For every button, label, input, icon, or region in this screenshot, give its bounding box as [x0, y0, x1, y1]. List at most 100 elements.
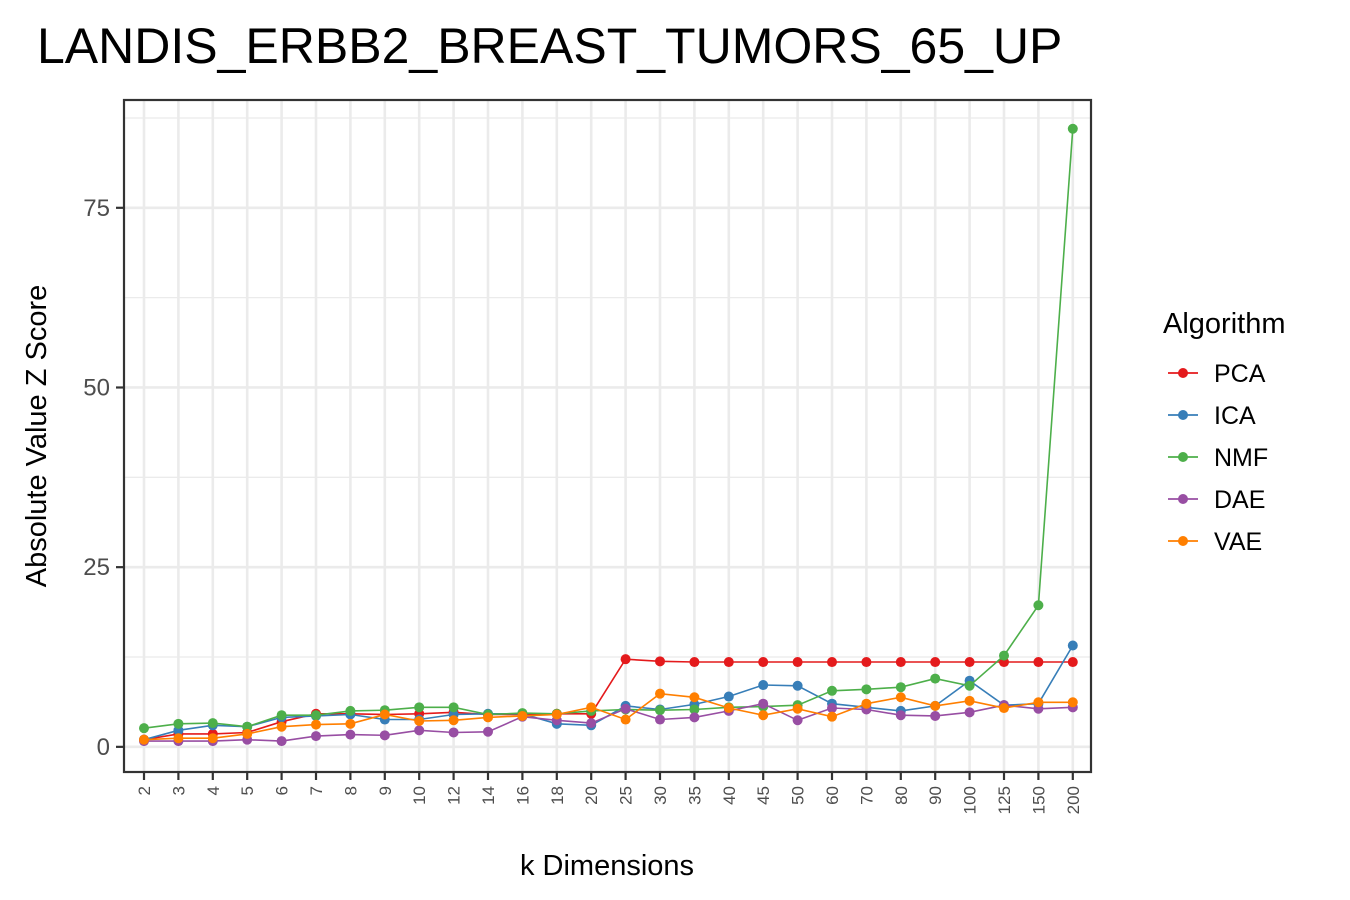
data-point-nmf [242, 721, 253, 732]
legend-item-nmf: NMF [1168, 444, 1268, 472]
data-point-vae [586, 702, 597, 713]
y-axis-title: Absolute Value Z Score [21, 285, 53, 588]
data-point-dae [620, 703, 631, 714]
data-point-dae [276, 736, 287, 747]
y-tick-label: 75 [83, 195, 110, 222]
x-tick-label: 100 [961, 786, 980, 814]
data-point-vae [276, 721, 287, 732]
legend-title: Algorithm [1163, 308, 1286, 340]
data-point-vae [139, 734, 149, 745]
data-point-vae [758, 710, 769, 721]
data-point-vae [827, 711, 837, 722]
data-point-nmf [139, 723, 149, 734]
data-point-nmf [930, 673, 941, 684]
legend-key-point-vae [1178, 536, 1188, 546]
x-tick-label: 5 [238, 786, 257, 795]
data-point-pca [655, 656, 665, 667]
data-point-vae [930, 700, 941, 711]
x-tick-label: 12 [445, 786, 464, 805]
data-point-ica [758, 680, 769, 691]
x-tick-label: 8 [341, 786, 360, 795]
data-point-vae [207, 733, 218, 744]
legend-items: PCA ICA NMF DAE VAE [1168, 360, 1268, 556]
data-point-nmf [964, 680, 975, 691]
y-tick-label: 25 [83, 554, 110, 581]
x-tick-label: 4 [204, 786, 223, 795]
x-tick-label: 40 [720, 786, 739, 805]
x-tick-label: 90 [926, 786, 945, 805]
data-point-nmf [827, 685, 837, 696]
x-tick-label: 14 [479, 786, 498, 805]
legend-item-dae: DAE [1168, 486, 1265, 514]
data-point-pca [758, 657, 769, 668]
y-axis: 0 25 50 75 [83, 195, 124, 761]
x-tick-label: 7 [307, 786, 326, 795]
data-point-ica [1067, 640, 1078, 651]
data-point-pca [1067, 657, 1078, 668]
data-point-dae [792, 715, 803, 726]
legend-label-vae: VAE [1214, 528, 1262, 556]
x-tick-label: 20 [582, 786, 601, 805]
data-point-dae [827, 703, 837, 714]
data-point-dae [414, 725, 425, 736]
legend: Algorithm PCA ICA NMF DAE VAE [1163, 308, 1286, 556]
data-point-dae [448, 727, 459, 738]
data-point-pca [1033, 657, 1044, 668]
series-nmf [139, 123, 1078, 734]
data-point-vae [895, 692, 906, 703]
legend-item-vae: VAE [1168, 528, 1262, 556]
data-point-nmf [448, 702, 459, 713]
data-point-pca [930, 657, 941, 668]
x-axis: 2 3 4 5 6 7 8 9 10 12 14 16 18 20 25 30 35 40 45 50 60 70 80 90… [135, 772, 1083, 814]
data-point-nmf [276, 710, 287, 721]
x-tick-label: 9 [376, 786, 395, 795]
data-point-vae [861, 698, 872, 709]
data-point-vae [517, 710, 528, 721]
series-vae [139, 688, 1078, 745]
data-point-pca [620, 654, 631, 665]
data-point-dae [379, 730, 390, 741]
data-point-pca [895, 657, 906, 668]
x-tick-label: 6 [273, 786, 292, 795]
series-dae [139, 698, 1078, 747]
data-point-dae [689, 712, 700, 723]
data-point-vae [311, 719, 321, 730]
x-tick-label: 45 [754, 786, 773, 805]
y-tick-label: 0 [97, 734, 110, 761]
x-tick-label: 35 [685, 786, 704, 805]
data-point-vae [620, 714, 631, 725]
x-axis-title: k Dimensions [520, 850, 694, 882]
data-point-dae [586, 718, 597, 729]
data-point-nmf [173, 718, 184, 729]
data-point-vae [689, 692, 700, 703]
x-tick-label: 10 [410, 786, 429, 805]
series-group [139, 123, 1078, 747]
data-point-dae [345, 729, 356, 740]
x-tick-label: 200 [1064, 786, 1083, 814]
data-point-pca [792, 657, 803, 668]
data-point-vae [173, 733, 184, 744]
legend-item-ica: ICA [1168, 402, 1256, 430]
legend-key-point-pca [1178, 368, 1188, 378]
data-point-nmf [311, 710, 321, 721]
data-point-nmf [999, 650, 1009, 661]
series-line-vae [143, 692, 1073, 741]
data-point-vae [1033, 697, 1044, 708]
data-point-vae [345, 718, 356, 729]
x-tick-label: 80 [892, 786, 911, 805]
x-tick-label: 60 [823, 786, 842, 805]
data-point-nmf [895, 682, 906, 693]
data-point-ica [792, 680, 803, 691]
data-point-ica [723, 691, 734, 702]
data-point-vae [551, 709, 562, 720]
data-point-nmf [207, 718, 218, 729]
data-point-vae [1067, 697, 1078, 708]
data-point-pca [723, 657, 734, 668]
legend-label-ica: ICA [1214, 402, 1256, 430]
data-point-pca [964, 657, 975, 668]
data-point-nmf [1067, 123, 1078, 134]
x-tick-label: 18 [548, 786, 567, 805]
legend-label-pca: PCA [1214, 360, 1266, 388]
legend-key-point-nmf [1178, 452, 1188, 462]
